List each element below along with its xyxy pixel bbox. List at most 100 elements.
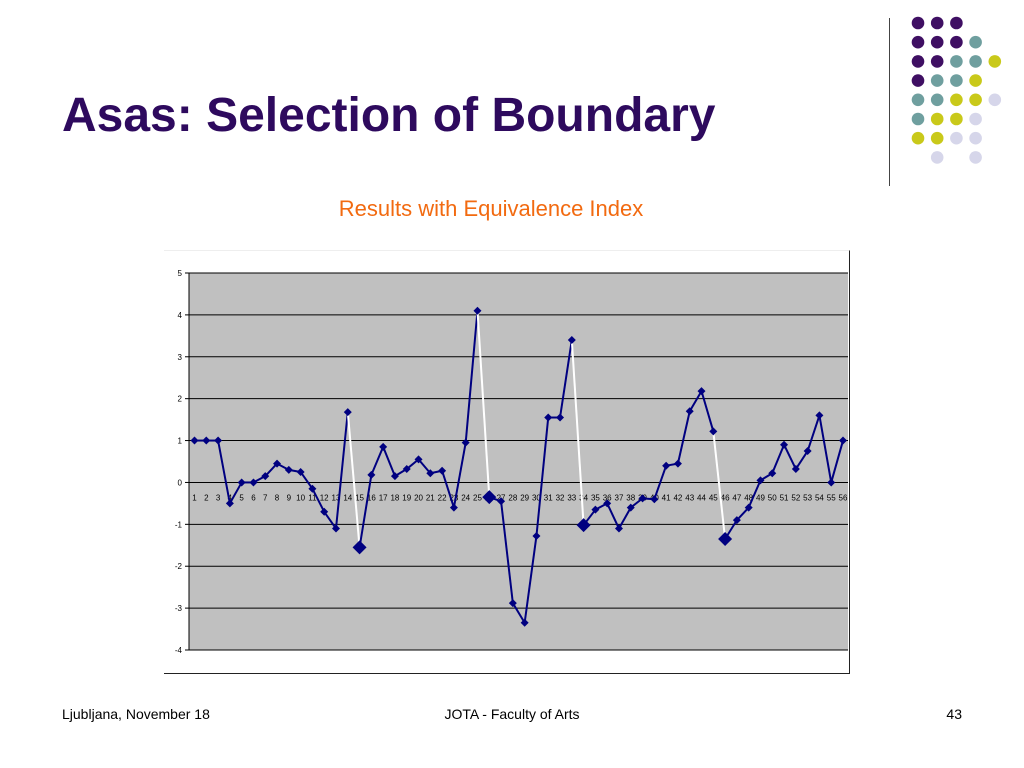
data-point [249, 478, 258, 487]
data-point [567, 336, 576, 345]
x-tick-label: 28 [508, 493, 517, 502]
x-tick-label: 8 [275, 493, 280, 502]
series-segment [806, 415, 821, 452]
data-point [414, 455, 423, 464]
data-point [685, 407, 694, 416]
data-point [438, 466, 447, 475]
data-point [603, 499, 612, 508]
data-point [815, 411, 824, 420]
decor-dot-teal [950, 55, 963, 68]
data-point [308, 484, 317, 493]
y-tick-label: 3 [178, 353, 183, 362]
data-point [426, 469, 435, 478]
y-tick-label: 2 [178, 395, 183, 404]
x-tick-label: 23 [449, 493, 458, 502]
x-tick-label: 32 [556, 493, 565, 502]
series-segment [653, 465, 668, 500]
chart-subtitle: Results with Equivalence Index [338, 196, 644, 221]
y-tick-label: -1 [175, 520, 183, 529]
data-point [461, 438, 470, 447]
x-tick-label: 50 [768, 493, 777, 502]
x-tick-label: 42 [673, 493, 682, 502]
series-segment [334, 411, 349, 529]
title-divider [889, 18, 890, 186]
x-tick-label: 43 [685, 493, 694, 502]
series-segment [511, 602, 526, 624]
y-tick-label: 1 [178, 437, 183, 446]
data-point [591, 505, 600, 514]
y-tick-label: -3 [175, 604, 183, 613]
data-point [379, 442, 388, 451]
x-tick-label: 13 [332, 493, 341, 502]
series-segment [676, 411, 691, 464]
series-segment [500, 501, 514, 604]
data-point [473, 306, 482, 315]
x-tick-label: 34 [579, 493, 588, 502]
y-tick-label: 4 [178, 311, 183, 320]
data-point [390, 472, 399, 481]
series-segment [606, 502, 620, 529]
series-segment [370, 446, 385, 476]
data-point [732, 516, 741, 525]
decor-dot-teal [911, 112, 925, 126]
highlighted-segment [476, 310, 491, 498]
data-point [402, 465, 411, 474]
data-point [284, 465, 293, 474]
x-tick-label: 1 [192, 493, 197, 502]
decor-dot-lavender [988, 93, 1002, 107]
data-point [273, 459, 282, 468]
boundary-marker [482, 490, 497, 505]
decor-dot-teal [930, 74, 944, 87]
data-point [520, 618, 529, 627]
x-tick-label: 30 [532, 493, 541, 502]
y-tick-label: -2 [175, 562, 183, 571]
data-point [449, 503, 458, 512]
decor-dot-purple [911, 35, 925, 49]
x-tick-label: 54 [815, 493, 824, 502]
decorative-dot-grid [911, 16, 1002, 164]
highlighted-segment [712, 431, 727, 540]
data-point [202, 436, 211, 445]
data-point [827, 478, 836, 487]
decor-dot-yellow [911, 131, 925, 145]
x-tick-label: 25 [473, 493, 482, 502]
highlighted-segment [346, 411, 361, 548]
series-segment [535, 417, 550, 537]
x-tick-label: 21 [426, 493, 435, 502]
y-tick-label: -4 [175, 646, 183, 655]
series-segment [736, 506, 750, 521]
series-segment [464, 310, 479, 443]
data-point [261, 472, 270, 481]
data-point [225, 499, 234, 508]
series-segment [794, 450, 809, 470]
data-point [497, 497, 506, 506]
decor-dot-purple [911, 16, 925, 30]
x-tick-label: 17 [379, 493, 388, 502]
series-segment [229, 481, 243, 504]
data-point [367, 470, 376, 479]
series-segment [417, 458, 432, 474]
x-tick-label: 33 [567, 493, 576, 502]
data-point [532, 532, 541, 541]
data-point [839, 436, 847, 445]
series-segment [299, 471, 314, 490]
boundary-marker [576, 518, 591, 533]
series-segment [264, 462, 278, 477]
y-tick-label: 5 [178, 269, 183, 278]
x-tick-label: 35 [591, 493, 600, 502]
boundary-marker [352, 540, 367, 555]
data-point [237, 478, 246, 487]
x-tick-label: 49 [756, 493, 765, 502]
data-point [697, 387, 706, 396]
data-point [650, 495, 659, 504]
decor-dot-lavender [930, 151, 944, 164]
x-tick-label: 19 [402, 493, 411, 502]
x-tick-label: 37 [615, 493, 624, 502]
series-segment [688, 390, 703, 412]
data-point [544, 413, 553, 422]
data-point [343, 408, 352, 417]
decor-dot-purple [930, 35, 944, 49]
decor-dot-yellow [930, 112, 944, 126]
decor-dot-yellow [969, 93, 982, 107]
